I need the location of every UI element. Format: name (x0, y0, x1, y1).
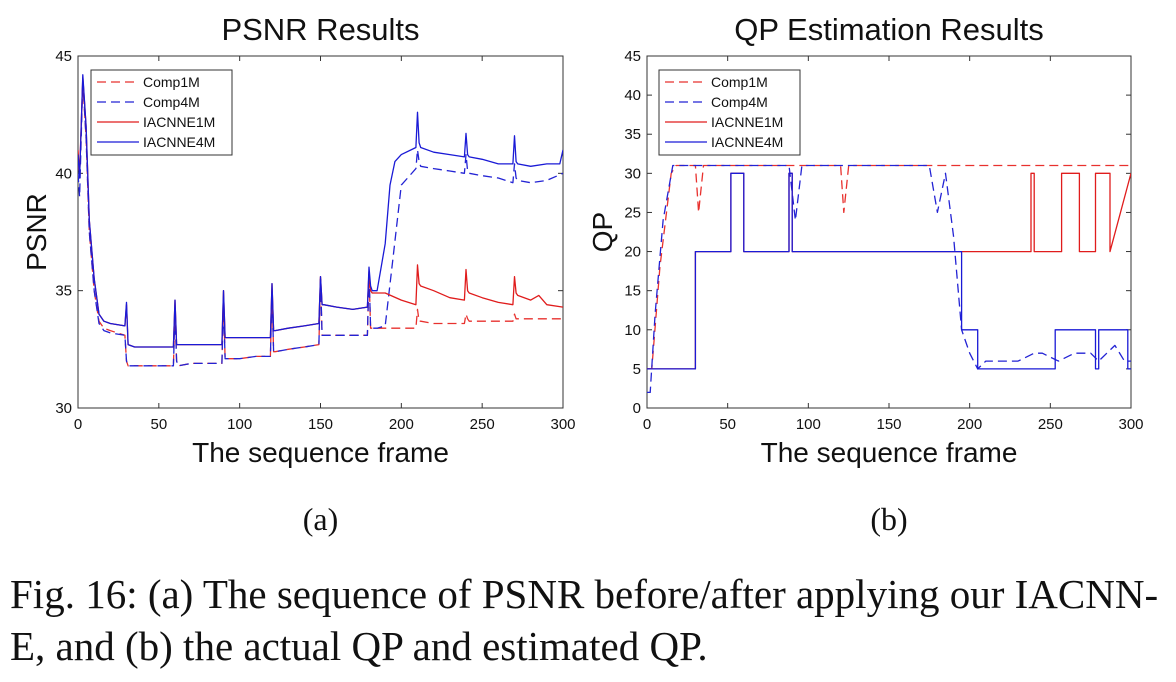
x-tick-label: 300 (1118, 416, 1143, 433)
x-tick-label: 100 (796, 416, 821, 433)
x-tick-label: 200 (389, 416, 414, 433)
legend: Comp1M Comp4M IACNNE1M IACNNE4M (658, 69, 801, 156)
x-tick-label: 250 (1038, 416, 1063, 433)
legend-label: Comp4M (143, 94, 200, 110)
chart-title: QP Estimation Results (734, 12, 1044, 47)
legend-label: Comp4M (711, 94, 768, 110)
y-tick-label: 20 (624, 244, 641, 261)
panel-label: (a) (303, 501, 339, 537)
series-line-iacnne4m (78, 74, 563, 348)
legend-label: IACNNE4M (143, 134, 215, 150)
series-line-comp4m (647, 164, 1131, 394)
y-tick-label: 30 (624, 165, 641, 182)
chart-title: PSNR Results (221, 12, 419, 47)
y-tick-label: 0 (633, 400, 641, 417)
x-tick-label: 250 (470, 416, 495, 433)
x-axis-label: The sequence frame (761, 437, 1018, 468)
legend-label: IACNNE4M (711, 134, 783, 150)
y-tick-label: 30 (55, 400, 72, 417)
y-tick-label: 10 (624, 322, 641, 339)
y-tick-label: 15 (624, 283, 641, 300)
series-line-comp1m (78, 81, 563, 367)
y-tick-label: 5 (633, 361, 641, 378)
legend-box (658, 69, 801, 156)
y-axis-label: QP (587, 212, 618, 252)
x-axis-label: The sequence frame (192, 437, 449, 468)
figure-caption: Fig. 16: (a) The sequence of PSNR before… (10, 571, 1159, 669)
panel-label: (b) (870, 501, 907, 537)
legend-label: IACNNE1M (143, 114, 215, 130)
series-group (78, 74, 563, 367)
x-tick-label: 50 (719, 416, 736, 433)
y-tick-label: 40 (624, 87, 641, 104)
x-tick-label: 150 (876, 416, 901, 433)
y-tick-label: 45 (624, 48, 641, 65)
series-line-iacnne4m (647, 172, 1131, 370)
y-axis-label: PSNR (21, 193, 52, 271)
y-tick-label: 35 (624, 126, 641, 143)
legend-label: IACNNE1M (711, 114, 783, 130)
legend-label: Comp1M (711, 74, 768, 90)
y-tick-label: 35 (55, 283, 72, 300)
y-tick-label: 45 (55, 48, 72, 65)
series-group (647, 164, 1131, 394)
x-tick-label: 50 (150, 416, 167, 433)
legend-box (90, 69, 233, 156)
y-tick-label: 40 (55, 165, 72, 182)
x-tick-label: 100 (227, 416, 252, 433)
psnr-chart: PSNR Results 0 50 100 150 200 250 300 30 35 40 45 Th… (21, 12, 576, 537)
series-line-comp4m (78, 78, 563, 367)
legend: Comp1M Comp4M IACNNE1M IACNNE4M (90, 69, 233, 156)
x-tick-label: 150 (308, 416, 333, 433)
y-tick-label: 25 (624, 204, 641, 221)
x-tick-label: 300 (550, 416, 575, 433)
x-tick-label: 0 (643, 416, 651, 433)
legend-label: Comp1M (143, 74, 200, 90)
qp-chart: QP Estimation Results 0 50 100 150 200 250 300 0… (587, 12, 1144, 537)
x-tick-label: 200 (957, 416, 982, 433)
x-tick-label: 0 (74, 416, 82, 433)
